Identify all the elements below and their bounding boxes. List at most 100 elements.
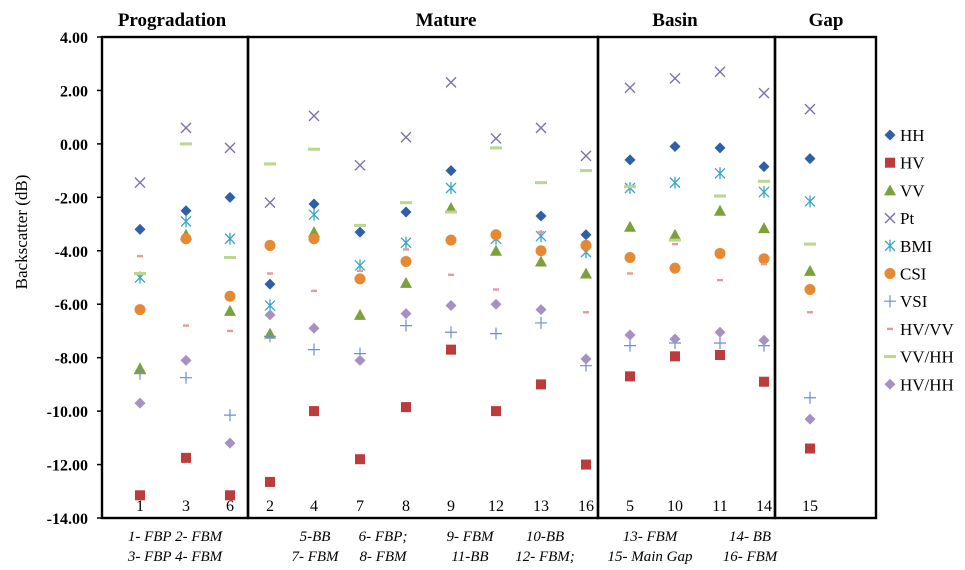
point-hv-vv — [137, 254, 143, 258]
point-pt — [354, 159, 366, 171]
point-hh — [134, 223, 146, 235]
point-csi — [224, 290, 236, 302]
point-bmi — [308, 208, 320, 221]
point-hv — [805, 443, 815, 454]
point-hh — [758, 161, 770, 173]
point-vv — [400, 276, 412, 288]
y-tick-label: -6.00 — [55, 297, 88, 314]
data-points — [134, 66, 816, 501]
x-tick-label: 6 — [226, 498, 234, 515]
point-hv — [309, 406, 319, 417]
point-pt — [669, 72, 681, 84]
point-hv-hh — [535, 304, 547, 316]
point-hv-vv — [448, 273, 454, 277]
point-vv-hh — [490, 146, 502, 150]
annotation-line: 14- BB — [729, 529, 771, 545]
legend-label-vv: VV — [900, 181, 925, 200]
point-bmi — [180, 215, 192, 228]
legend-marker-pt — [884, 212, 896, 224]
point-hv-hh — [758, 334, 770, 346]
y-tick-label: 0.00 — [60, 137, 88, 154]
point-hv-hh — [354, 354, 366, 366]
point-vsi — [134, 367, 146, 380]
point-hv — [491, 406, 501, 417]
point-bmi — [445, 181, 457, 194]
panel-progradation — [100, 35, 250, 520]
point-hv-vv — [357, 269, 363, 273]
legend-marker-vsi — [884, 295, 896, 308]
point-hv-vv — [267, 272, 273, 275]
annotation-line: 3- FBP 4- FBM — [127, 549, 224, 565]
point-vv-hh — [180, 142, 192, 146]
point-hh — [180, 205, 192, 217]
legend: HH HV VV Pt BMI CSI VSI HV/VV VV/HH HV/HH — [884, 126, 955, 394]
point-hv-hh — [134, 397, 146, 409]
x-tick-label: 10 — [667, 498, 683, 515]
legend-label-bmi: BMI — [900, 237, 932, 256]
point-vv-hh — [624, 185, 636, 189]
point-vv-hh — [758, 179, 770, 183]
legend-marker-bmi — [884, 239, 896, 252]
annotation-line: 16- FBM — [723, 549, 779, 565]
annotation-line: 12- FBM; — [515, 549, 575, 565]
point-hh — [308, 198, 320, 210]
y-tick-label: -2.00 — [55, 190, 88, 207]
point-vv-hh — [804, 242, 816, 246]
point-pt — [134, 177, 146, 189]
annotation-line: 1- FBP 2- FBM — [128, 529, 224, 545]
point-hv-vv — [311, 289, 317, 293]
point-hv — [446, 344, 456, 355]
point-vsi — [804, 391, 816, 404]
x-tick-label: 5 — [626, 498, 634, 515]
point-vsi — [308, 343, 320, 356]
point-bmi — [804, 195, 816, 208]
point-csi — [134, 304, 146, 316]
legend-marker-hv-hh — [884, 378, 896, 390]
point-vv-hh — [669, 238, 681, 242]
point-vv-hh — [134, 271, 146, 275]
annotation-line: 6- FBP; — [359, 529, 408, 545]
x-tick-label: 9 — [447, 498, 455, 515]
point-vsi — [535, 316, 547, 329]
point-bmi — [669, 176, 681, 189]
group-title: Mature — [416, 10, 477, 31]
point-csi — [400, 255, 412, 267]
point-hh — [400, 206, 412, 218]
point-pt — [224, 142, 236, 154]
point-hh — [714, 142, 726, 154]
point-vv — [580, 267, 592, 279]
point-pt — [180, 122, 192, 134]
x-tick-label: 7 — [356, 498, 364, 515]
legend-marker-vv — [884, 184, 896, 196]
point-hv-hh — [804, 413, 816, 425]
point-hv-hh — [400, 308, 412, 320]
legend-label-hv-hh: HV/HH — [900, 375, 954, 394]
x-tick-label: 2 — [266, 498, 274, 515]
point-hv — [181, 452, 191, 463]
point-hh — [804, 153, 816, 165]
point-hv-hh — [264, 309, 276, 321]
point-hv-vv — [183, 324, 189, 327]
x-tick-label: 3 — [182, 498, 190, 515]
point-vv — [804, 264, 816, 276]
point-vv — [624, 220, 636, 232]
point-vv — [714, 204, 726, 216]
point-bmi — [758, 185, 770, 198]
point-hv-hh — [180, 354, 192, 366]
plot-panels — [100, 35, 878, 520]
y-tick-label: -4.00 — [55, 244, 88, 261]
legend-marker-vv-hh — [884, 355, 896, 359]
point-vsi — [624, 339, 636, 352]
point-vv — [535, 255, 547, 267]
point-hv-hh — [224, 437, 236, 449]
point-csi — [180, 233, 192, 245]
point-hv-vv — [583, 311, 589, 314]
point-vv-hh — [354, 223, 366, 227]
point-hv-vv — [227, 329, 233, 333]
point-pt — [580, 150, 592, 162]
point-hv-vv — [672, 242, 678, 246]
point-pt — [264, 197, 276, 209]
point-pt — [308, 110, 320, 122]
point-vv — [669, 228, 681, 240]
point-hv-hh — [490, 298, 502, 310]
